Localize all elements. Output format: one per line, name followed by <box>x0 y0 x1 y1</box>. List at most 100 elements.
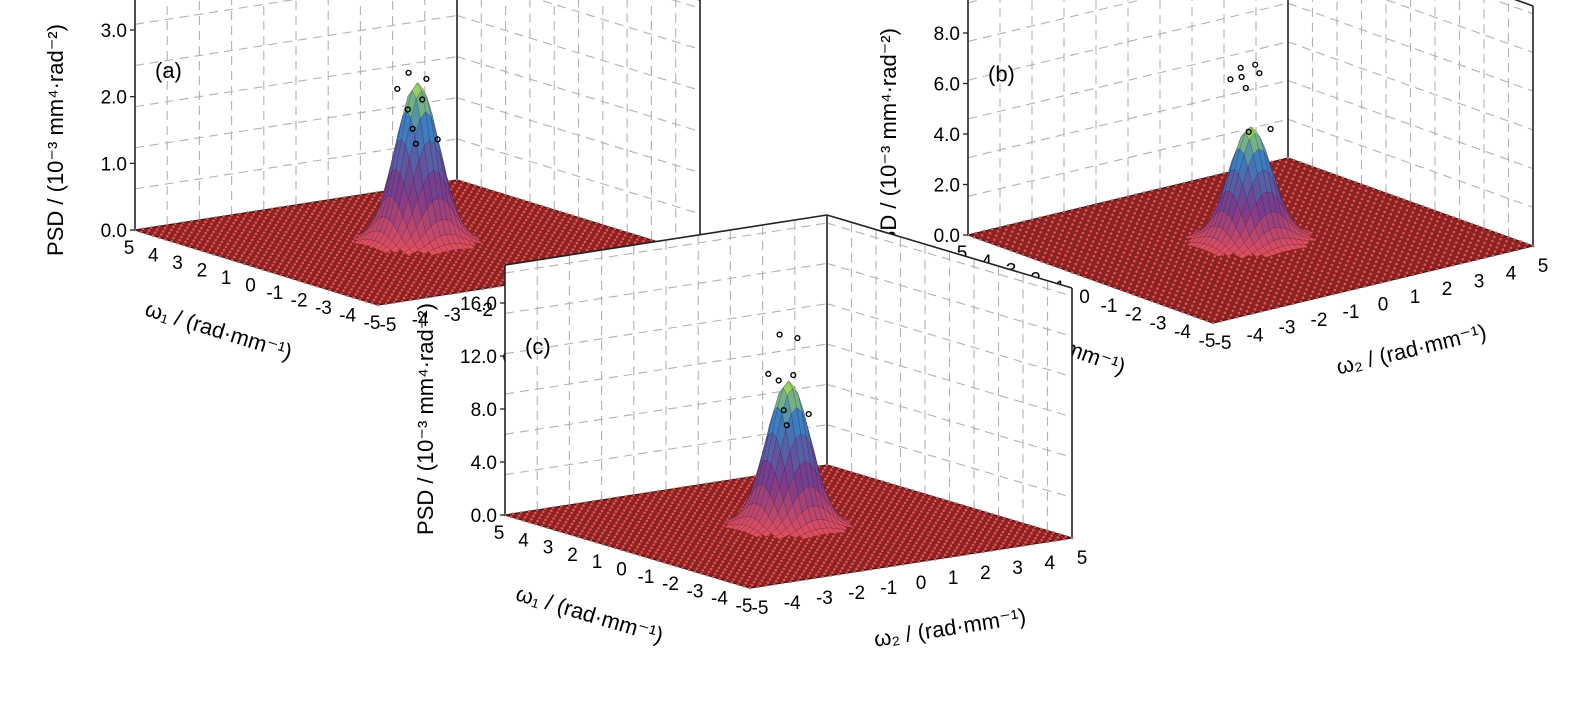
surface-facet <box>793 464 804 497</box>
surface-facet <box>1306 237 1318 242</box>
surface-facet <box>1294 238 1306 245</box>
surface-facet <box>1245 213 1256 237</box>
surface-facet <box>1202 244 1213 252</box>
surface-facet <box>795 527 806 537</box>
surface-facet <box>839 520 851 528</box>
omega1-tick-label: 0 <box>1079 287 1090 308</box>
omega1-tick-label: -4 <box>339 306 356 327</box>
omega2-tick-label: 3 <box>1474 271 1485 292</box>
surface-facet <box>1234 147 1245 175</box>
omega1-axis-title: ω₁ / (rad·mm⁻¹) <box>142 296 295 365</box>
surface-facet <box>427 249 439 256</box>
surface-facet <box>1193 242 1205 249</box>
outlier-point <box>1237 64 1244 71</box>
surface-facet <box>456 208 467 228</box>
surface-facet <box>1229 243 1240 254</box>
z-tick-label: 4.0 <box>471 453 497 474</box>
z-axis: 0.0 4.0 8.0 12.0 16.0 <box>460 294 505 527</box>
outlier-point <box>1256 70 1263 77</box>
omega2-tick-label: -2 <box>848 583 865 604</box>
omega1-tick-label: -2 <box>1125 305 1142 326</box>
z-axis: 0.0 2.0 4.0 6.0 8.0 <box>934 24 968 247</box>
surface-facet <box>1268 240 1279 251</box>
z-tick-label: 0.0 <box>101 221 127 242</box>
outlier-point <box>1227 76 1234 83</box>
surface-facet <box>1247 153 1258 186</box>
omega1-tick-label: -1 <box>266 283 283 304</box>
surface-facet <box>448 204 459 228</box>
surface-facet <box>751 531 763 538</box>
outlier-point <box>790 372 797 379</box>
surface-facet <box>761 529 772 538</box>
surface-facet <box>1243 138 1254 169</box>
surface-facet <box>758 435 769 470</box>
surface-facet <box>1299 239 1311 245</box>
surface-facet <box>1294 222 1305 232</box>
omega2-tick-label: 2 <box>980 563 991 584</box>
z-tick-label: 12.0 <box>460 347 497 368</box>
surface-facet <box>1183 234 1195 239</box>
wall-grid <box>134 0 701 248</box>
surface-facet <box>1238 242 1249 254</box>
omega1-tick-label: 0 <box>245 276 256 297</box>
omega1-tick-label: 1 <box>592 552 603 573</box>
surface-facet <box>454 243 466 250</box>
psd-surface <box>1183 126 1318 259</box>
z-tick-label: 0.0 <box>934 226 960 247</box>
outlier-point <box>394 85 401 93</box>
outlier-point <box>1267 125 1274 133</box>
z-axis-title: PSD / (10⁻³ mm⁴·rad⁻²) <box>876 28 901 260</box>
z-tick-label: 0.0 <box>471 506 497 527</box>
surface-facet <box>1242 248 1253 257</box>
surface-facet <box>453 212 464 233</box>
surface-facet <box>1266 191 1277 213</box>
outlier-point <box>409 125 416 132</box>
surface-facet <box>812 446 823 481</box>
surface-facet <box>1261 251 1272 258</box>
surface-facet <box>429 238 440 250</box>
surface-facet <box>1239 132 1250 155</box>
surface-facet <box>372 241 384 250</box>
omega2-tick-label: -4 <box>784 593 801 614</box>
surface-facet <box>450 233 462 245</box>
surface-facet <box>430 116 441 157</box>
surface-facet <box>1275 211 1287 229</box>
omega2-tick-label: -4 <box>1247 325 1264 346</box>
surface-facet <box>1265 211 1276 231</box>
surface-facet <box>1253 148 1264 175</box>
outlier-point <box>404 106 411 113</box>
surface-facet <box>1223 190 1234 215</box>
surface-facet <box>1211 239 1222 250</box>
surface-facet <box>836 528 848 533</box>
surface-facet <box>456 235 467 245</box>
omega1-tick-label: -4 <box>1174 322 1191 343</box>
omega1-tick-label: -5 <box>736 596 753 617</box>
surface-facet <box>1197 243 1209 250</box>
omega2-tick-label: -3 <box>1279 318 1296 339</box>
z-tick-label: 8.0 <box>471 400 497 421</box>
surface-facet <box>1262 243 1273 253</box>
omega2-tick-label: 1 <box>1410 287 1421 308</box>
surface-facet <box>1220 232 1232 247</box>
outlier-point <box>805 411 812 418</box>
surface-facet <box>1225 237 1236 250</box>
surface-facet <box>805 437 816 472</box>
surface-facet <box>378 179 389 210</box>
outlier-point <box>405 69 412 76</box>
wall-grid <box>504 220 1073 531</box>
omega2-tick-label: -3 <box>816 588 833 609</box>
surface-facet <box>418 246 429 255</box>
outlier-point <box>783 422 790 429</box>
omega1-tick-label: -1 <box>1101 296 1118 317</box>
surface-facet <box>826 494 837 514</box>
outlier-point <box>434 136 441 143</box>
psd-surface <box>351 82 484 256</box>
surface-facet <box>1287 244 1299 251</box>
surface-facet <box>1274 176 1285 204</box>
surface-facet <box>838 514 848 522</box>
wall-frame <box>134 0 701 255</box>
surface-facet <box>433 246 444 254</box>
omega2-tick-label: 4 <box>1045 553 1056 574</box>
surface-facet <box>1219 245 1230 255</box>
